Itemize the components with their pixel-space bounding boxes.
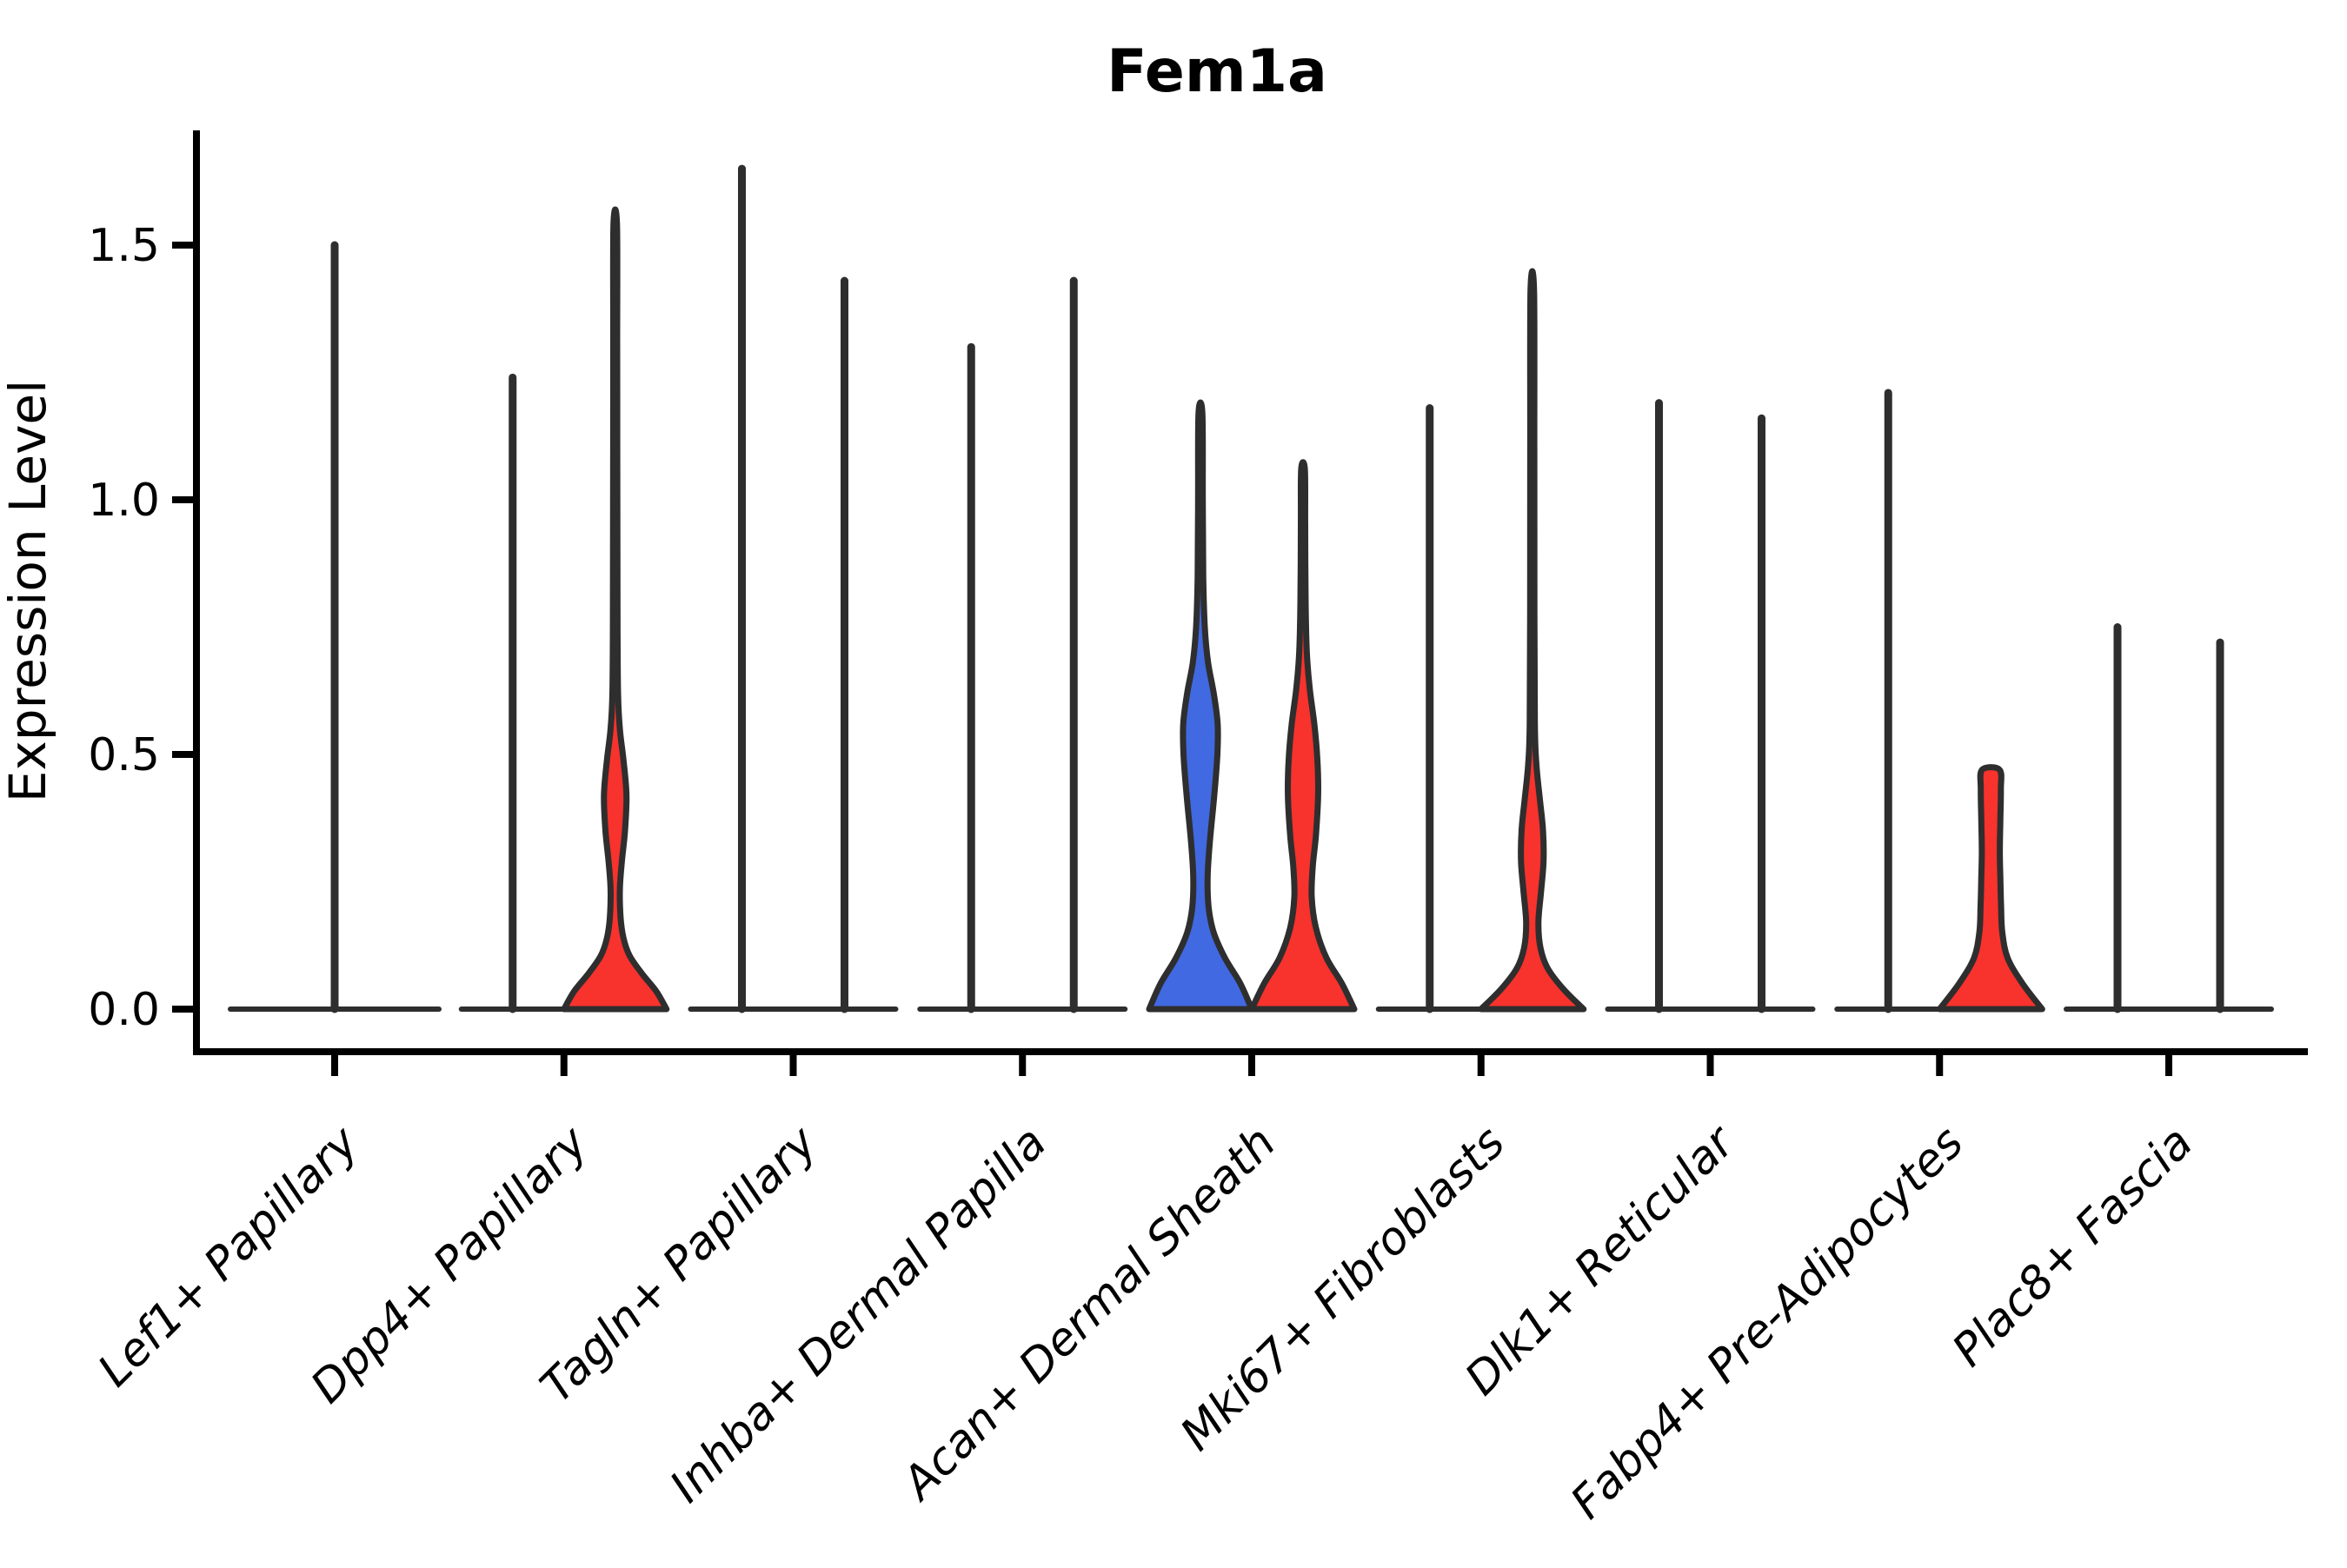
chart-title: Fem1a xyxy=(1107,37,1327,106)
y-tick-label: 1.0 xyxy=(88,475,160,527)
y-tick-label: 0.5 xyxy=(88,729,160,781)
violin-shape-red xyxy=(1478,268,1587,1013)
violin-shape-red xyxy=(561,206,670,1013)
x-tick-label: Acan+ Dermal Sheath xyxy=(891,1117,1286,1512)
y-axis-label: Expression Level xyxy=(0,380,57,802)
x-tick-label: Inhba+ Dermal Papilla xyxy=(661,1117,1057,1513)
y-tick-label: 1.5 xyxy=(88,220,160,272)
x-tick-label: Plac8+ Fascia xyxy=(1943,1117,2203,1377)
x-tick-label: Fabp4+ Pre-Adipocytes xyxy=(1561,1117,1974,1530)
violin-shape-red xyxy=(1936,764,2045,1013)
violin-shape-blue xyxy=(1146,399,1255,1013)
y-tick-label: 0.0 xyxy=(88,984,160,1036)
violin-shape-red xyxy=(1248,459,1358,1013)
